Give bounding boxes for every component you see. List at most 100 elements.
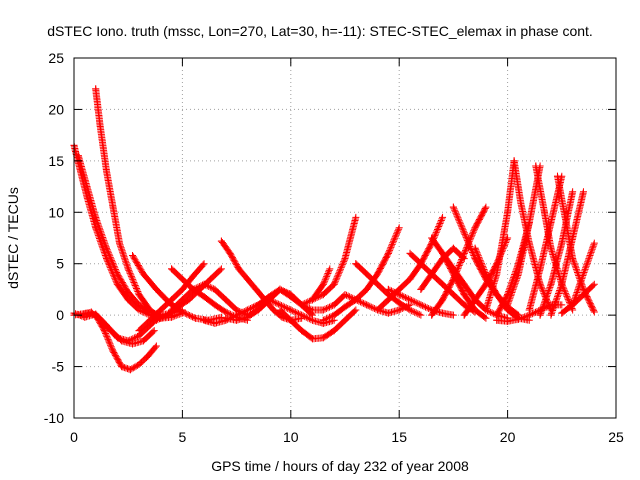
- data-point: [211, 319, 219, 327]
- data-point: [547, 301, 555, 309]
- y-tick-label: 25: [48, 50, 64, 66]
- data-point: [374, 306, 382, 314]
- data-point: [471, 224, 479, 232]
- data-point: [579, 270, 587, 278]
- data-point: [308, 335, 316, 343]
- data-series-6: [77, 308, 158, 348]
- data-point: [83, 183, 91, 191]
- data-point: [471, 296, 479, 304]
- data-point: [252, 285, 260, 293]
- data-point: [352, 296, 360, 304]
- data-point: [276, 285, 284, 293]
- data-point: [129, 340, 137, 348]
- data-point: [124, 296, 132, 304]
- chart-title: dSTEC Iono. truth (mssc, Lon=270, Lat=30…: [47, 23, 593, 39]
- data-point: [590, 280, 598, 288]
- y-tick-label: -10: [44, 410, 64, 426]
- data-point: [222, 308, 230, 316]
- data-point: [168, 306, 176, 314]
- data-point: [178, 275, 186, 283]
- data-point: [406, 275, 414, 283]
- data-point: [590, 239, 598, 247]
- data-point: [243, 275, 251, 283]
- data-point: [168, 265, 176, 273]
- x-tick-label: 0: [70, 429, 78, 445]
- data-point: [319, 334, 327, 342]
- data-point: [428, 311, 436, 319]
- data-point: [308, 306, 316, 314]
- data-point: [439, 213, 447, 221]
- data-point: [298, 327, 306, 335]
- data-point: [449, 275, 457, 283]
- y-tick-label: 0: [56, 307, 64, 323]
- data-point: [116, 239, 124, 247]
- data-point: [558, 280, 566, 288]
- data-point: [135, 327, 143, 335]
- data-point: [384, 249, 392, 257]
- data-point: [449, 311, 457, 319]
- data-point: [553, 172, 561, 180]
- y-tick-label: -5: [52, 359, 65, 375]
- data-point: [439, 280, 447, 288]
- data-point: [124, 289, 132, 297]
- data-point: [406, 249, 414, 257]
- data-point: [269, 306, 277, 314]
- x-tick-label: 20: [500, 429, 516, 445]
- data-point: [74, 152, 82, 160]
- data-point: [417, 285, 425, 293]
- x-tick-label: 25: [608, 429, 624, 445]
- data-point: [384, 285, 392, 293]
- data-point: [217, 265, 225, 273]
- data-point: [118, 363, 126, 371]
- data-point: [287, 306, 295, 314]
- data-point: [276, 306, 284, 314]
- data-point: [135, 301, 143, 309]
- data-point: [178, 296, 186, 304]
- data-point: [157, 306, 165, 314]
- data-point: [579, 188, 587, 196]
- y-tick-label: 5: [56, 256, 64, 272]
- data-point: [471, 244, 479, 252]
- y-tick-label: 10: [48, 204, 64, 220]
- data-point: [135, 291, 143, 299]
- data-point: [124, 265, 132, 273]
- data-point: [504, 208, 512, 216]
- data-point: [243, 306, 251, 314]
- data-point: [330, 311, 338, 319]
- data-point: [514, 270, 522, 278]
- data-point: [395, 224, 403, 232]
- data-point: [439, 249, 447, 257]
- data-point: [395, 306, 403, 314]
- data-point: [341, 255, 349, 263]
- data-point: [287, 316, 295, 324]
- data-point: [233, 316, 241, 324]
- data-point: [532, 162, 540, 170]
- data-point: [547, 244, 555, 252]
- data-point: [126, 366, 134, 374]
- data-series-43: [558, 280, 598, 317]
- data-point: [129, 251, 137, 259]
- data-point: [207, 275, 215, 283]
- data-point: [579, 291, 587, 299]
- data-point: [449, 244, 457, 252]
- data-point: [150, 327, 158, 335]
- data-point: [439, 309, 447, 317]
- data-point: [139, 337, 147, 345]
- y-axis-label: dSTEC / TECUs: [5, 187, 21, 289]
- data-point: [118, 337, 126, 345]
- data-point: [540, 208, 548, 216]
- data-point: [330, 280, 338, 288]
- data-point: [547, 280, 555, 288]
- x-tick-label: 15: [391, 429, 407, 445]
- data-point: [510, 157, 518, 165]
- data-point: [517, 198, 525, 206]
- data-point: [547, 311, 555, 319]
- data-point: [189, 285, 197, 293]
- data-point: [109, 203, 117, 211]
- data-point: [569, 188, 577, 196]
- data-point: [536, 306, 544, 314]
- data-point: [363, 270, 371, 278]
- data-point: [211, 301, 219, 309]
- data-point: [449, 203, 457, 211]
